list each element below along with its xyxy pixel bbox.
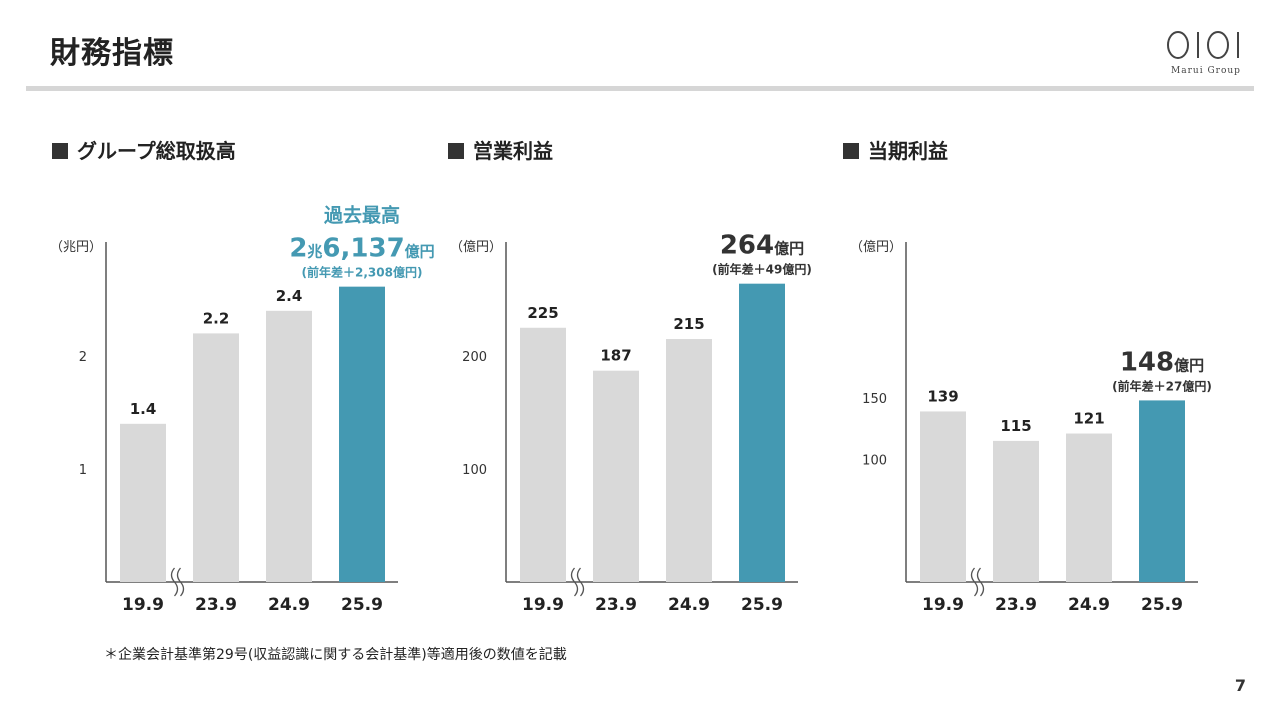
y-tick-label: 100	[462, 463, 487, 478]
bar	[593, 370, 639, 582]
data-label: 1.4	[130, 400, 157, 418]
x-tick-label: 24.9	[668, 595, 710, 615]
axis-break-mark	[570, 567, 579, 597]
square-bullet-icon	[843, 143, 859, 159]
callout-value: 148億円	[1120, 347, 1204, 377]
callout-diff: (前年差＋2,308億円)	[302, 265, 423, 280]
callout-value-mid: 兆	[307, 243, 322, 261]
x-tick-label: 19.9	[922, 595, 964, 615]
axis-break-mark	[170, 567, 179, 597]
x-tick-label: 19.9	[122, 595, 164, 615]
bar	[739, 283, 785, 582]
callout-value: 2兆6,137億円	[289, 234, 434, 264]
x-tick-label: 23.9	[995, 595, 1037, 615]
callout-value-prefix: 2	[289, 234, 307, 264]
bar	[120, 423, 166, 582]
data-label: 139	[927, 387, 958, 405]
footnote: ＊企業会計基準第29号(収益認識に関する会計基準)等適用後の数値を記載	[104, 647, 567, 663]
data-label: 215	[673, 315, 704, 333]
callout-value-main: 264	[720, 231, 774, 261]
callout-headline: 過去最高	[324, 204, 400, 227]
axis-break-mark	[970, 567, 979, 597]
square-bullet-icon	[448, 143, 464, 159]
axis-break-mark	[976, 567, 985, 597]
bar	[1139, 400, 1185, 582]
y-tick-label: 200	[462, 350, 487, 365]
data-label: 225	[527, 304, 558, 322]
callout-value: 264億円	[720, 231, 804, 261]
chart-operating-income: （億円） 100 200 225 19.9 187 23.9 215 24.9 25.9 (前年差＋…	[450, 231, 812, 615]
callout-diff: (前年差＋27億円)	[1112, 378, 1212, 393]
bar	[993, 440, 1039, 582]
logo-subtext: Marui Group	[1171, 66, 1241, 76]
chart-2-heading: 営業利益	[448, 135, 553, 164]
x-tick-label: 19.9	[522, 595, 564, 615]
oioi-logo-icon	[1167, 31, 1239, 59]
data-label: 2.2	[203, 309, 230, 327]
callout-value-unit: 億円	[405, 243, 435, 261]
y-tick-label: 1	[79, 463, 87, 478]
callout-value-unit: 億円	[774, 240, 804, 258]
bar	[193, 333, 239, 582]
y-tick-label: 2	[79, 350, 87, 365]
bar	[520, 327, 566, 582]
axis-break-mark	[576, 567, 585, 597]
y-axis-unit-label: （億円）	[450, 239, 502, 255]
y-axis-unit-label: （兆円）	[50, 240, 102, 255]
axis-break-mark	[176, 567, 185, 597]
x-tick-label: 24.9	[1068, 595, 1110, 615]
marui-group-logo: Marui Group	[1158, 28, 1254, 78]
header-divider	[26, 86, 1254, 91]
callout-value-main: 6,137	[322, 234, 404, 264]
square-bullet-icon	[52, 143, 68, 159]
callout-value-unit: 億円	[1174, 356, 1204, 374]
chart-1-title: グループ総取扱高	[77, 139, 236, 163]
chart-net-income: （億円） 100 150 139 19.9 115 23.9 121 24.9 25.9 (前年差＋…	[850, 239, 1212, 615]
data-label: 2.4	[276, 287, 303, 305]
callout-diff: (前年差＋49億円)	[712, 262, 812, 277]
x-tick-label: 23.9	[595, 595, 637, 615]
data-label: 121	[1073, 410, 1104, 428]
y-tick-label: 100	[862, 453, 887, 468]
x-tick-label: 24.9	[268, 595, 310, 615]
bar	[1066, 433, 1112, 582]
callout-value-main: 148	[1120, 347, 1174, 377]
x-tick-label: 25.9	[1141, 595, 1183, 615]
chart-3-title: 当期利益	[868, 139, 948, 163]
chart-1-heading: グループ総取扱高	[52, 135, 236, 164]
x-tick-label: 25.9	[741, 595, 783, 615]
chart-2-title: 営業利益	[473, 139, 553, 163]
data-label: 115	[1000, 417, 1031, 435]
x-tick-label: 25.9	[341, 595, 383, 615]
bar	[920, 411, 966, 582]
x-tick-label: 23.9	[195, 595, 237, 615]
y-tick-label: 150	[862, 392, 887, 407]
page-number: 7	[1234, 676, 1246, 695]
bar	[339, 286, 385, 582]
y-axis-unit-label: （億円）	[850, 239, 902, 255]
bar	[666, 339, 712, 582]
page-title: 財務指標	[50, 36, 174, 71]
chart-group-gmv: （兆円） 1 2 1.4 19.9 2.2 23.9 2.4 24.9 25.9 (前年差＋2,30…	[50, 204, 435, 615]
data-label: 187	[600, 347, 631, 365]
chart-3-heading: 当期利益	[843, 135, 948, 164]
bar	[266, 310, 312, 582]
